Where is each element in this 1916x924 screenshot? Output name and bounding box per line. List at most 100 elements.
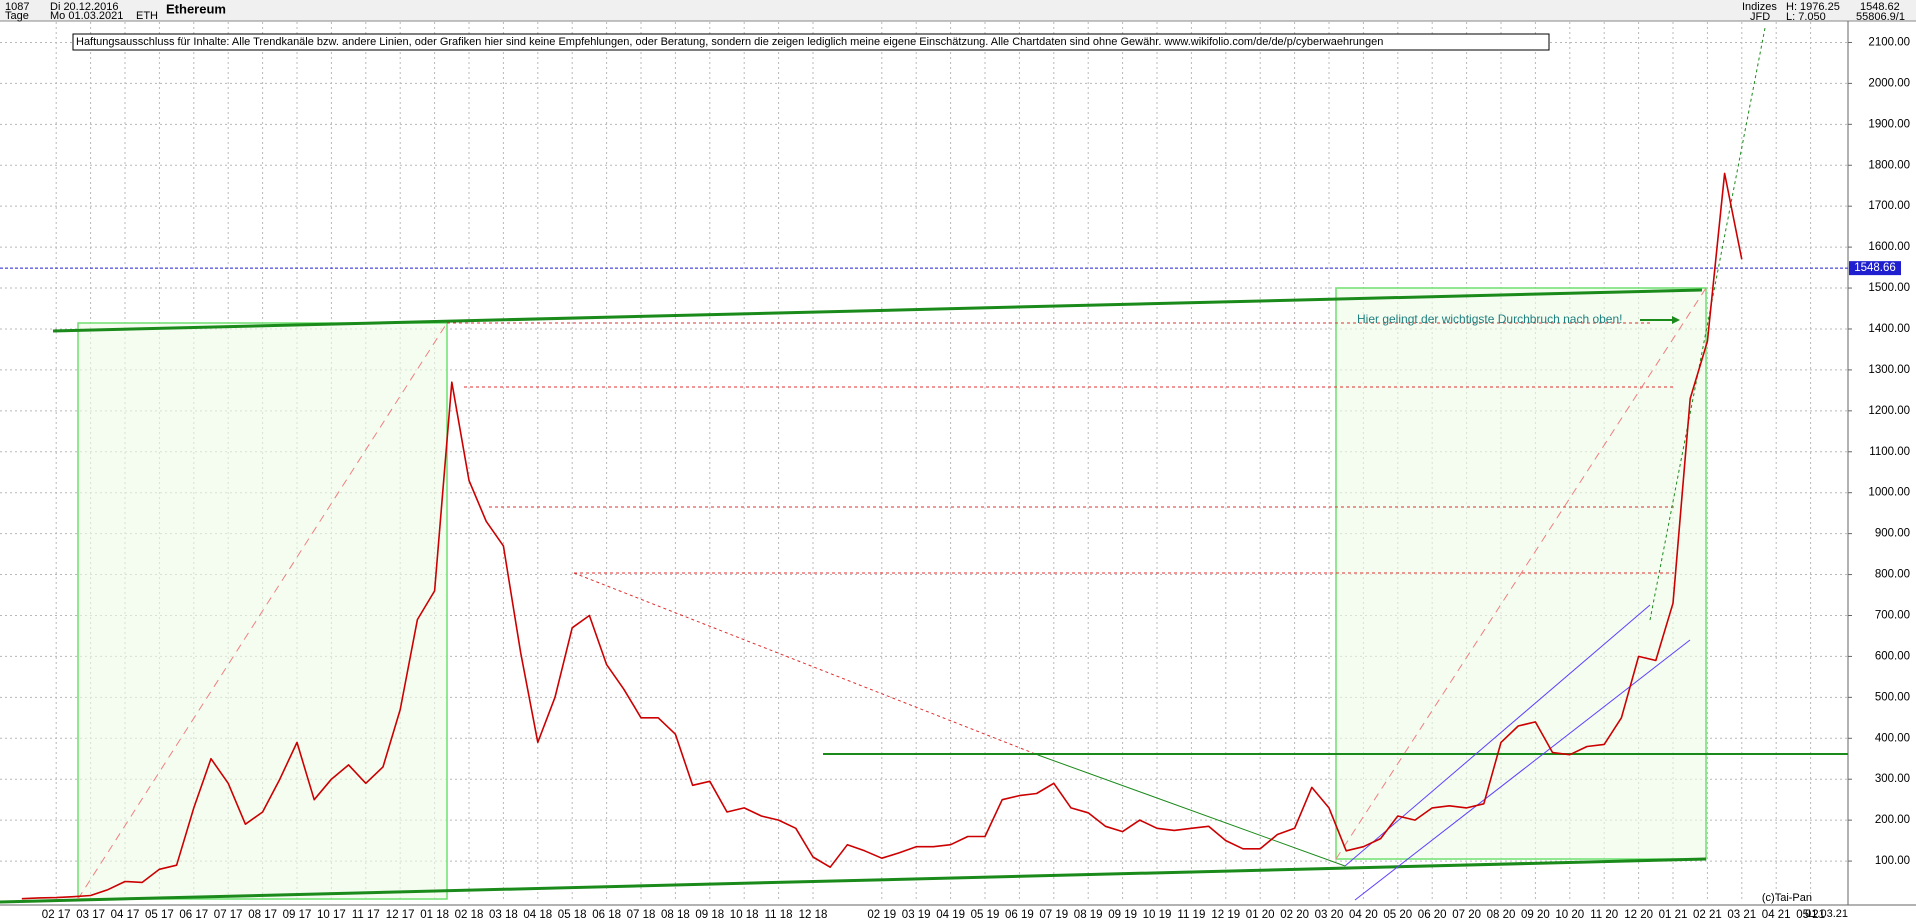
symbol: ETH bbox=[136, 10, 158, 22]
chart-title: Ethereum bbox=[166, 1, 226, 16]
x-tick-label: 12 20 bbox=[1624, 909, 1653, 921]
x-tick-label: 10 19 bbox=[1143, 909, 1172, 921]
scale-mode[interactable]: L bbox=[1808, 908, 1814, 920]
x-tick-label: 02 18 bbox=[455, 909, 484, 921]
x-tick-label: 02 21 bbox=[1693, 909, 1722, 921]
x-tick-label: 03 20 bbox=[1315, 909, 1344, 921]
x-tick-label: 05 18 bbox=[558, 909, 587, 921]
x-tick-label: 12 17 bbox=[386, 909, 415, 921]
x-tick-label: 05 21 bbox=[1796, 909, 1825, 921]
trend-line bbox=[573, 572, 1039, 756]
period[interactable]: Tage bbox=[5, 10, 29, 22]
trend-line bbox=[1335, 287, 1707, 860]
x-tick-label: 08 18 bbox=[661, 909, 690, 921]
trend-line bbox=[1037, 754, 1346, 867]
trend-line bbox=[77, 322, 448, 900]
trend-line bbox=[1649, 27, 1766, 621]
y-tick-label: 400.00 bbox=[1875, 732, 1910, 744]
y-tick-label: 1900.00 bbox=[1868, 118, 1910, 130]
price-tag bbox=[1849, 261, 1901, 276]
y-tick-label: 1100.00 bbox=[1869, 446, 1910, 458]
x-tick-label: 08 17 bbox=[248, 909, 277, 921]
x-tick-label: 12 19 bbox=[1211, 909, 1240, 921]
x-tick-label: 11 18 bbox=[765, 909, 793, 921]
x-tick-label: 04 20 bbox=[1349, 909, 1378, 921]
x-tick-label: 03 21 bbox=[1727, 909, 1756, 921]
y-tick-label: 1300.00 bbox=[1868, 364, 1910, 376]
y-tick-label: 500.00 bbox=[1875, 691, 1910, 703]
y-tick-label: 300.00 bbox=[1875, 773, 1910, 785]
price-line-series bbox=[21, 172, 1743, 900]
y-tick-label: 1600.00 bbox=[1868, 241, 1910, 253]
x-tick-label: 06 19 bbox=[1005, 909, 1034, 921]
x-tick-label: 03 18 bbox=[489, 909, 518, 921]
x-tick-label: 04 21 bbox=[1762, 909, 1791, 921]
x-tick-label: 08 20 bbox=[1487, 909, 1516, 921]
x-tick-label: 10 20 bbox=[1555, 909, 1584, 921]
low: L: 7.050 bbox=[1786, 11, 1826, 23]
trend-channel bbox=[1344, 604, 1651, 867]
y-tick-label: 700.00 bbox=[1875, 610, 1910, 622]
analysis-drawings: Hier gelingt der wichtigste Durchbruch n… bbox=[0, 27, 1848, 904]
x-tick-label: 06 18 bbox=[592, 909, 621, 921]
y-tick-label: 100.00 bbox=[1875, 855, 1910, 867]
x-tick-label: 03 17 bbox=[76, 909, 105, 921]
y-tick-label: 2000.00 bbox=[1868, 77, 1910, 89]
y-tick-label: 1400.00 bbox=[1868, 323, 1910, 335]
from-date[interactable]: Di 20.12.2016 bbox=[50, 1, 119, 13]
header-bar bbox=[0, 0, 1916, 21]
x-tick-label: 10 17 bbox=[317, 909, 346, 921]
x-tick-label: 05 19 bbox=[971, 909, 1000, 921]
x-tick-label: 11 17 bbox=[352, 909, 380, 921]
y-tick-label: 600.00 bbox=[1875, 650, 1910, 662]
disclaimer: Haftungsausschluss für Inhalte: Alle Tre… bbox=[76, 36, 1383, 48]
x-tick-label: 09 18 bbox=[695, 909, 724, 921]
y-tick-label: 200.00 bbox=[1875, 814, 1910, 826]
x-tick-label: 02 17 bbox=[42, 909, 71, 921]
x-tick-label: 05 20 bbox=[1383, 909, 1412, 921]
y-tick-label: 1500.00 bbox=[1868, 282, 1910, 294]
x-tick-label: 03 19 bbox=[902, 909, 931, 921]
disclaimer-box bbox=[72, 33, 1550, 51]
price-tag-label: 1548.66 bbox=[1854, 262, 1896, 274]
last: 1548.62 bbox=[1860, 1, 1900, 13]
x-tick-label: 01 18 bbox=[420, 909, 449, 921]
x-tick-label: 07 20 bbox=[1452, 909, 1481, 921]
y-tick-label: 1000.00 bbox=[1868, 487, 1910, 499]
y-tick-label: 800.00 bbox=[1875, 569, 1910, 581]
x-tick-label: 07 17 bbox=[214, 909, 243, 921]
annotation-arrowhead bbox=[1672, 316, 1680, 324]
x-tick-label: 06 20 bbox=[1418, 909, 1447, 921]
x-tick-label: 04 18 bbox=[523, 909, 552, 921]
to-date[interactable]: Mo 01.03.2021 bbox=[50, 10, 123, 22]
x-tick-label: 09 19 bbox=[1108, 909, 1137, 921]
x-tick-label: 07 18 bbox=[627, 909, 656, 921]
data-layer: 100.00 200.00 300.00 400.00 500.00 600.00 700.… bbox=[0, 36, 1910, 921]
x-tick-label: 09 17 bbox=[283, 909, 312, 921]
x-tick-label: 09 20 bbox=[1521, 909, 1550, 921]
y-tick-label: 1200.00 bbox=[1868, 405, 1910, 417]
x-tick-label: 02 20 bbox=[1280, 909, 1309, 921]
x-tick-label: 01 21 bbox=[1659, 909, 1688, 921]
x-tick-label: 08 19 bbox=[1074, 909, 1103, 921]
volume: 55806.9/1 bbox=[1856, 11, 1905, 23]
x-tick-label: 01 20 bbox=[1246, 909, 1275, 921]
y-tick-label: 1700.00 bbox=[1868, 200, 1910, 212]
trend-channel bbox=[1354, 639, 1691, 901]
x-tick-label: 05 17 bbox=[145, 909, 174, 921]
count[interactable]: 1087 bbox=[5, 1, 29, 13]
x-tick-label: 02 19 bbox=[867, 909, 896, 921]
source: JFD bbox=[1750, 11, 1770, 23]
x-tick-label: 10 18 bbox=[730, 909, 759, 921]
y-tick-label: 1800.00 bbox=[1868, 159, 1910, 171]
x-tick-label: 04 19 bbox=[936, 909, 965, 921]
x-tick-label: 04 17 bbox=[111, 909, 140, 921]
x-tick-label: 11 19 bbox=[1177, 909, 1205, 921]
market: Indizes bbox=[1742, 1, 1777, 13]
x-tick-label: 11 20 bbox=[1590, 909, 1618, 921]
y-tick-label: 900.00 bbox=[1875, 528, 1910, 540]
x-tick-label: 12 18 bbox=[799, 909, 828, 921]
x-tick-label: 06 17 bbox=[179, 909, 208, 921]
y-tick-label: 2100.00 bbox=[1868, 36, 1910, 48]
